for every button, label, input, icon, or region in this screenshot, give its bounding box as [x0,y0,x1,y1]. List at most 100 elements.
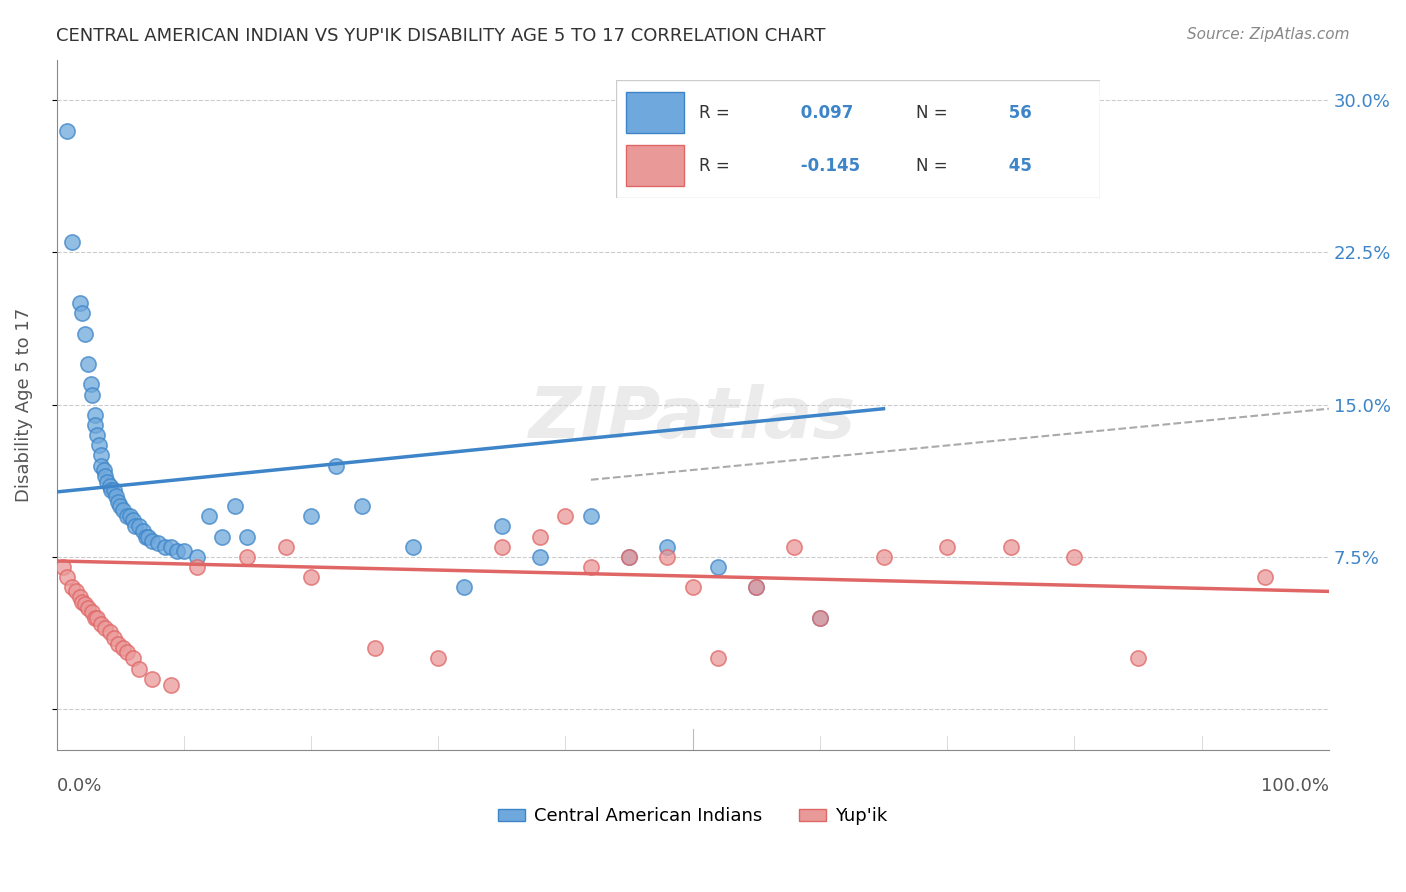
Point [93,462,115,476]
Point [1063,549,1085,564]
Point [579,560,602,574]
Point [120,509,142,524]
Point [1000,540,1022,554]
Y-axis label: Disability Age 5 to 17: Disability Age 5 to 17 [15,308,32,502]
Point [128,661,150,675]
Point [77,357,100,371]
Point [56,570,79,584]
Point [111,503,134,517]
Point [77,600,100,615]
Point [808,611,831,625]
Point [236,530,259,544]
Point [70,594,93,608]
Point [1126,651,1149,665]
Point [103,631,125,645]
Point [105,489,128,503]
Point [745,580,768,594]
Point [87,438,110,452]
Point [236,549,259,564]
Point [153,540,176,554]
Point [103,483,125,497]
Point [617,549,640,564]
Point [90,616,112,631]
Point [86,428,108,442]
Point [83,408,105,422]
Point [56,123,79,137]
Point [73,597,96,611]
Point [115,645,138,659]
Point [82,387,104,401]
Point [299,570,322,584]
Point [110,499,132,513]
Point [529,530,551,544]
Point [274,540,297,554]
Point [60,235,83,250]
Point [166,543,188,558]
Text: ZIPatlas: ZIPatlas [529,384,856,453]
Text: Source: ZipAtlas.com: Source: ZipAtlas.com [1187,27,1350,42]
Point [82,605,104,619]
Point [617,549,640,564]
Point [122,513,145,527]
Text: 100.0%: 100.0% [1261,777,1329,796]
Point [707,651,730,665]
Point [107,495,129,509]
Point [745,580,768,594]
Point [186,560,208,574]
Point [65,584,87,599]
Point [211,530,233,544]
Point [141,533,163,548]
Point [350,499,373,513]
Point [90,458,112,473]
Point [107,637,129,651]
Point [325,458,347,473]
Point [100,483,122,497]
Point [94,468,117,483]
Point [83,417,105,432]
Point [427,651,450,665]
Point [872,549,894,564]
Point [491,540,513,554]
Point [135,530,157,544]
Point [73,326,96,341]
Point [128,519,150,533]
Point [132,524,155,538]
Point [657,549,679,564]
Point [1254,570,1277,584]
Point [69,591,91,605]
Point [80,377,103,392]
Point [111,641,134,656]
Point [808,611,831,625]
Point [70,306,93,320]
Point [94,621,117,635]
Point [402,540,425,554]
Point [453,580,475,594]
Point [186,549,208,564]
Point [86,611,108,625]
Point [115,509,138,524]
Point [90,449,112,463]
Point [529,549,551,564]
Point [936,540,959,554]
Point [224,499,246,513]
Point [148,535,170,549]
Point [160,678,183,692]
Text: CENTRAL AMERICAN INDIAN VS YUP'IK DISABILITY AGE 5 TO 17 CORRELATION CHART: CENTRAL AMERICAN INDIAN VS YUP'IK DISABI… [56,27,825,45]
Point [122,651,145,665]
Point [96,475,118,489]
Point [98,625,121,640]
Point [299,509,322,524]
Point [160,540,183,554]
Point [682,580,704,594]
Legend: Central American Indians, Yup'ik: Central American Indians, Yup'ik [491,800,894,832]
Point [173,543,195,558]
Point [69,296,91,310]
Point [579,509,602,524]
Point [141,672,163,686]
Point [657,540,679,554]
Point [491,519,513,533]
Point [98,479,121,493]
Point [124,519,146,533]
Point [83,611,105,625]
Point [363,641,385,656]
